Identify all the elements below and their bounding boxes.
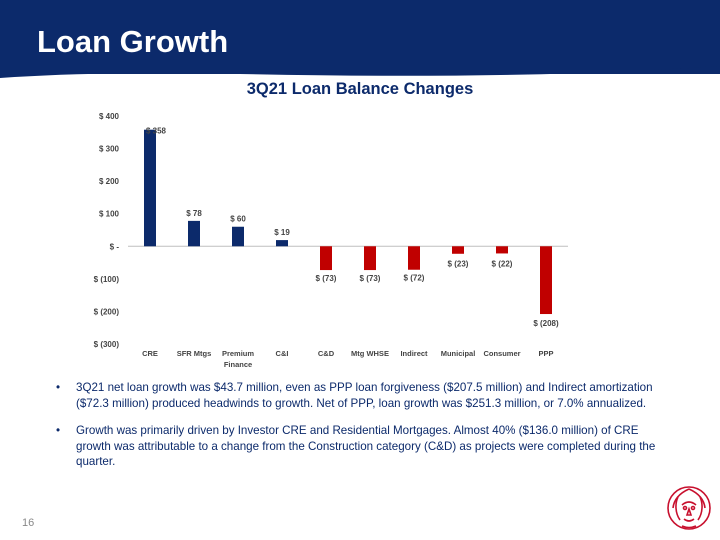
bullet-item: • 3Q21 net loan growth was $43.7 million,… [56, 380, 676, 411]
x-tick-label: PPP [538, 349, 553, 358]
bar [144, 129, 156, 247]
bullet-text: Growth was primarily driven by Investor … [76, 424, 656, 468]
x-tick-label: Municipal [441, 349, 476, 358]
data-label: $ (23) [448, 259, 469, 268]
data-label: $ 60 [230, 215, 246, 224]
x-tick-label: Consumer [483, 349, 520, 358]
bar [320, 246, 332, 271]
bullet-text: 3Q21 net loan growth was $43.7 million, … [76, 381, 653, 410]
data-label: $ 19 [274, 228, 290, 237]
y-tick-label: $ 400 [99, 112, 120, 121]
data-label: $ 358 [146, 127, 167, 136]
y-tick-label: $ 200 [99, 177, 120, 186]
page-number: 16 [22, 517, 35, 529]
bar [452, 246, 464, 254]
data-label: $ (73) [360, 274, 381, 283]
y-tick-label: $ (300) [94, 340, 120, 349]
bar [496, 246, 508, 254]
y-tick-label: $ 300 [99, 145, 120, 154]
y-tick-label: $ 100 [99, 210, 120, 219]
x-tick-label: Premium Finance [222, 349, 254, 369]
x-tick-label: Indirect [400, 349, 428, 358]
bar [232, 226, 244, 247]
x-tick-label: SFR Mtgs [177, 349, 212, 358]
bullet-item: • Growth was primarily driven by Investor… [56, 423, 676, 470]
data-label: $ (22) [492, 259, 513, 268]
bar [364, 246, 376, 271]
bullet-icon: • [56, 381, 61, 394]
bullet-icon: • [56, 424, 61, 437]
loan-balance-chart: $ 400 $ 300 $ 200 $ 100 $ - $ (100) $ (200) $ (… [94, 112, 568, 369]
title-banner-curve [0, 54, 720, 78]
x-tick-label: CRE [142, 349, 158, 358]
x-tick-label: C&I [276, 349, 289, 358]
x-tick-label: C&D [318, 349, 335, 358]
y-tick-label: $ (200) [94, 307, 120, 316]
x-tick-label: Mtg WHSE [351, 349, 389, 358]
bar [276, 240, 288, 247]
y-tick-label: $ (100) [94, 275, 120, 284]
data-label: $ 78 [186, 209, 202, 218]
bullet-list: • 3Q21 net loan growth was $43.7 million,… [56, 380, 676, 482]
slide-title: Loan Growth [37, 24, 229, 59]
lion-head-icon [667, 486, 711, 530]
y-tick-label: $ - [110, 242, 120, 251]
bar [540, 246, 552, 315]
chart-title: 3Q21 Loan Balance Changes [246, 80, 474, 98]
data-label: $ (73) [316, 274, 337, 283]
data-label: $ (72) [404, 274, 425, 283]
bar [188, 220, 200, 247]
data-label: $ (208) [533, 319, 559, 328]
bar [408, 246, 420, 270]
